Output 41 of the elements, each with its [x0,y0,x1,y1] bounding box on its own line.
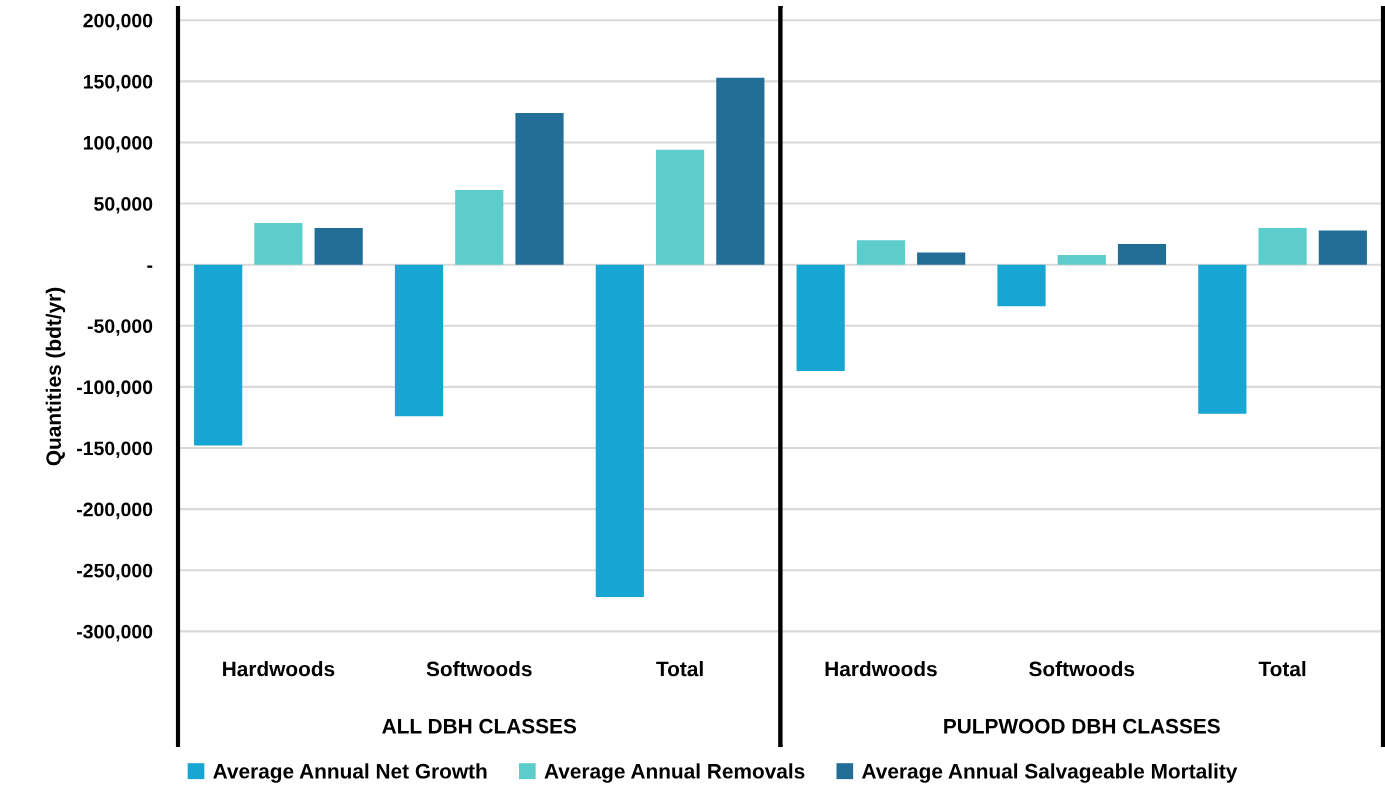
bar [655,149,705,265]
x-tick-label: Softwoods [426,661,532,677]
bar [1117,243,1167,265]
bar [455,190,504,265]
bar [917,252,966,265]
bar [1198,264,1247,414]
bar [194,264,243,446]
y-tick-label: 150,000 [83,74,153,92]
x-tick-label: Hardwoods [223,661,335,677]
bar [997,264,1046,307]
y-tick-label: -50,000 [87,319,153,336]
legend-label: Average Annual Net Growth [213,763,487,783]
bar [1258,228,1307,265]
legend-label: Average Annual Removals [544,763,805,783]
bar [394,264,444,417]
bar [1057,254,1106,265]
y-tick-label: -200,000 [77,502,153,520]
bar [716,77,765,265]
bar [1318,230,1367,265]
y-tick-label: -150,000 [77,441,153,459]
bar [314,228,363,265]
bar [515,113,564,265]
x-tick-label: Softwoods [1029,661,1135,677]
y-tick-label: -100,000 [77,380,153,397]
x-axis-title: ALL DBH CLASSES [382,718,577,734]
y-axis-title: Quantities (bdt/yr) [45,287,66,466]
x-tick-label: Hardwoods [825,661,937,677]
bar [595,264,644,598]
y-tick-label: 100,000 [83,135,153,153]
bar [254,223,303,265]
x-tick-label: Total [1258,661,1306,677]
x-tick-label: Total [656,661,703,677]
bar [856,240,906,265]
y-tick-label: - [147,265,153,268]
x-axis-title: PULPWOOD DBH CLASSES [944,718,1220,734]
y-tick-label: -250,000 [77,563,153,581]
legend-label: Average Annual Salvageable Mortality [862,763,1238,783]
bar [796,264,845,371]
y-tick-label: -300,000 [77,624,153,642]
y-tick-label: 50,000 [94,197,153,214]
y-tick-label: 200,000 [83,13,153,31]
